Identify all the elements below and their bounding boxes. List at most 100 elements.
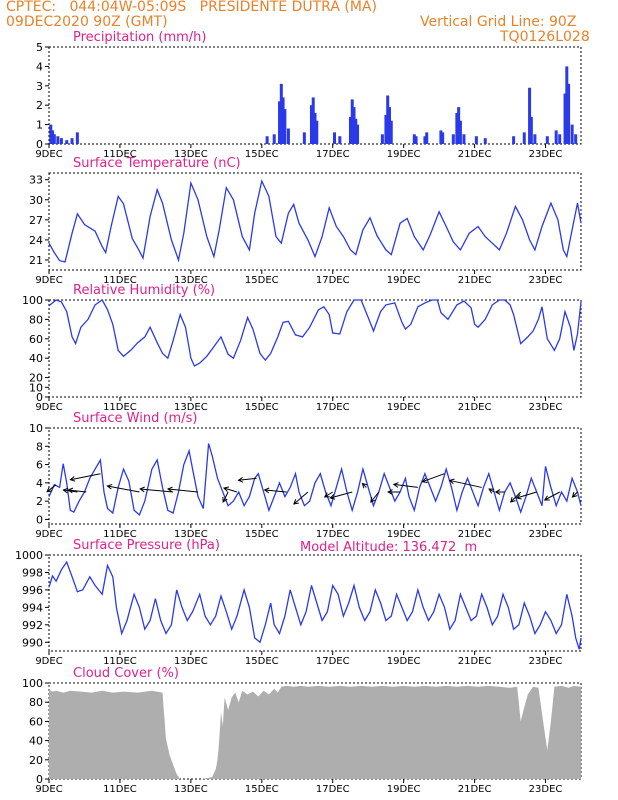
precipitation-title: Precipitation (mm/h) bbox=[73, 30, 206, 45]
wind-vector bbox=[222, 491, 229, 503]
wind-vector bbox=[107, 485, 140, 493]
wind-ytick-label: 8 bbox=[36, 440, 43, 453]
pressure-xtick-label: 23DEC bbox=[529, 656, 563, 667]
cloud-cover-ytick-label: 40 bbox=[29, 735, 43, 748]
wind-vector bbox=[238, 477, 257, 481]
precip-bar bbox=[425, 132, 429, 144]
temperature-panel: 21 24 27 30 33 9DEC 11DEC 13DEC 15DEC 17DEC 19DEC 2… bbox=[29, 156, 582, 286]
wind-vector-head bbox=[571, 492, 578, 498]
precip-bar bbox=[279, 83, 283, 144]
humidity-ytick-label: 0 bbox=[36, 391, 43, 404]
precip-bar bbox=[474, 136, 478, 144]
precip-bar bbox=[70, 138, 74, 144]
precip-bar bbox=[311, 97, 315, 144]
precip-bar bbox=[414, 136, 418, 144]
pressure-xtick-label: 13DEC bbox=[174, 656, 208, 667]
precip-bar bbox=[52, 134, 56, 144]
wind-vector-head bbox=[361, 482, 368, 489]
humidity-ytick-label: 40 bbox=[29, 352, 43, 365]
precip-bar bbox=[462, 134, 466, 144]
humidity-xtick-label: 19DEC bbox=[387, 402, 421, 413]
wind-vector-head bbox=[488, 488, 495, 494]
precip-bar bbox=[65, 140, 69, 144]
wind-vector-head bbox=[509, 497, 516, 503]
precip-bar bbox=[570, 124, 574, 144]
pressure-xtick-label: 21DEC bbox=[458, 656, 492, 667]
cloud-cover-xtick-label: 19DEC bbox=[387, 784, 421, 795]
wind-ytick-label: 6 bbox=[36, 459, 43, 472]
precip-bar bbox=[545, 136, 549, 144]
pressure-title: Surface Pressure (hPa) bbox=[73, 538, 220, 553]
precip-bar bbox=[356, 124, 360, 144]
temperature-ytick-label: 30 bbox=[29, 194, 43, 207]
wind-xtick-label: 11DEC bbox=[103, 529, 137, 540]
pressure-ytick-label: 994 bbox=[22, 601, 43, 614]
precip-bar bbox=[423, 136, 427, 144]
wind-ytick-label: 10 bbox=[29, 422, 43, 435]
precip-bar bbox=[56, 136, 60, 144]
precipitation-ytick-label: 0 bbox=[36, 138, 43, 151]
humidity-ytick-label: 10 bbox=[29, 381, 43, 394]
wind-vector bbox=[572, 491, 578, 498]
wind-vector-head bbox=[67, 487, 74, 494]
wind-frame bbox=[48, 427, 582, 525]
humidity-xtick-label: 17DEC bbox=[316, 402, 350, 413]
wind-vector-head bbox=[293, 499, 299, 505]
pressure-xtick-label: 11DEC bbox=[103, 656, 137, 667]
precipitation-ytick-label: 5 bbox=[36, 41, 43, 54]
precip-bar bbox=[286, 128, 290, 144]
temperature-ytick-label: 21 bbox=[29, 254, 43, 267]
humidity-frame bbox=[48, 299, 582, 398]
wind-vector-head bbox=[448, 478, 455, 485]
humidity-title: Relative Humidity (%) bbox=[73, 283, 215, 298]
precip-bar bbox=[567, 83, 571, 144]
precipitation-xtick-label: 11DEC bbox=[103, 149, 137, 160]
precip-bar bbox=[386, 95, 390, 144]
temperature-xtick-label: 15DEC bbox=[245, 275, 279, 286]
pressure-xtick-label: 17DEC bbox=[316, 656, 350, 667]
pressure-ytick-label: 998 bbox=[22, 566, 43, 579]
cloud-cover-panel: 0 20 40 60 80 100 9DEC 11DEC 13DEC 15DEC 17DEC 19DE… bbox=[22, 666, 582, 795]
precip-bar bbox=[348, 116, 352, 144]
cloud-cover-xtick-label: 15DEC bbox=[245, 784, 279, 795]
wind-vector-head bbox=[543, 495, 550, 501]
temperature-ytick-label: 33 bbox=[29, 174, 43, 187]
pressure-frame bbox=[48, 554, 582, 652]
precipitation-panel: 0 1 2 3 4 5 9DEC 11DEC 13DEC 15DEC 17DEC 19DEC 21DEC… bbox=[35, 30, 582, 160]
wind-vector-head bbox=[69, 476, 76, 482]
wind-vector-head bbox=[166, 486, 173, 493]
wind-vector-head bbox=[139, 486, 145, 493]
pressure-ytick-label: 996 bbox=[22, 584, 43, 597]
humidity-ytick-label: 20 bbox=[29, 372, 43, 385]
temperature-series-line bbox=[48, 178, 582, 263]
humidity-xtick-label: 23DEC bbox=[529, 402, 563, 413]
precipitation-ytick-label: 2 bbox=[36, 99, 43, 112]
cloud-cover-title: Cloud Cover (%) bbox=[73, 666, 179, 681]
precip-bar bbox=[283, 109, 287, 144]
wind-vector-head bbox=[387, 489, 393, 495]
precip-bar bbox=[558, 134, 562, 144]
wind-ytick-label: 0 bbox=[36, 513, 43, 526]
precipitation-ytick-label: 3 bbox=[36, 80, 43, 93]
precip-bar bbox=[354, 118, 358, 144]
vertical-grid-note: Vertical Grid Line: 90Z bbox=[420, 14, 577, 30]
precip-bar bbox=[59, 138, 63, 144]
wind-xtick-label: 21DEC bbox=[458, 529, 492, 540]
precip-bar bbox=[338, 136, 342, 144]
wind-xtick-label: 17DEC bbox=[316, 529, 350, 540]
precip-bar bbox=[522, 132, 526, 144]
pressure-xtick-label: 19DEC bbox=[387, 656, 421, 667]
wind-vector bbox=[422, 473, 445, 483]
cloud-cover-ytick-label: 80 bbox=[29, 696, 43, 709]
precip-bar bbox=[412, 134, 416, 144]
humidity-ytick-label: 100 bbox=[22, 294, 43, 307]
precip-bar bbox=[313, 112, 317, 144]
humidity-xtick-label: 21DEC bbox=[458, 402, 492, 413]
precip-bar bbox=[455, 112, 459, 144]
precip-bar bbox=[457, 107, 461, 144]
wind-vector bbox=[324, 491, 333, 498]
pressure-xtick-label: 9DEC bbox=[35, 656, 62, 667]
cloud-cover-xtick-label: 21DEC bbox=[458, 784, 492, 795]
precip-bar bbox=[350, 99, 354, 144]
model-code: TQ0126L028 bbox=[500, 29, 590, 45]
